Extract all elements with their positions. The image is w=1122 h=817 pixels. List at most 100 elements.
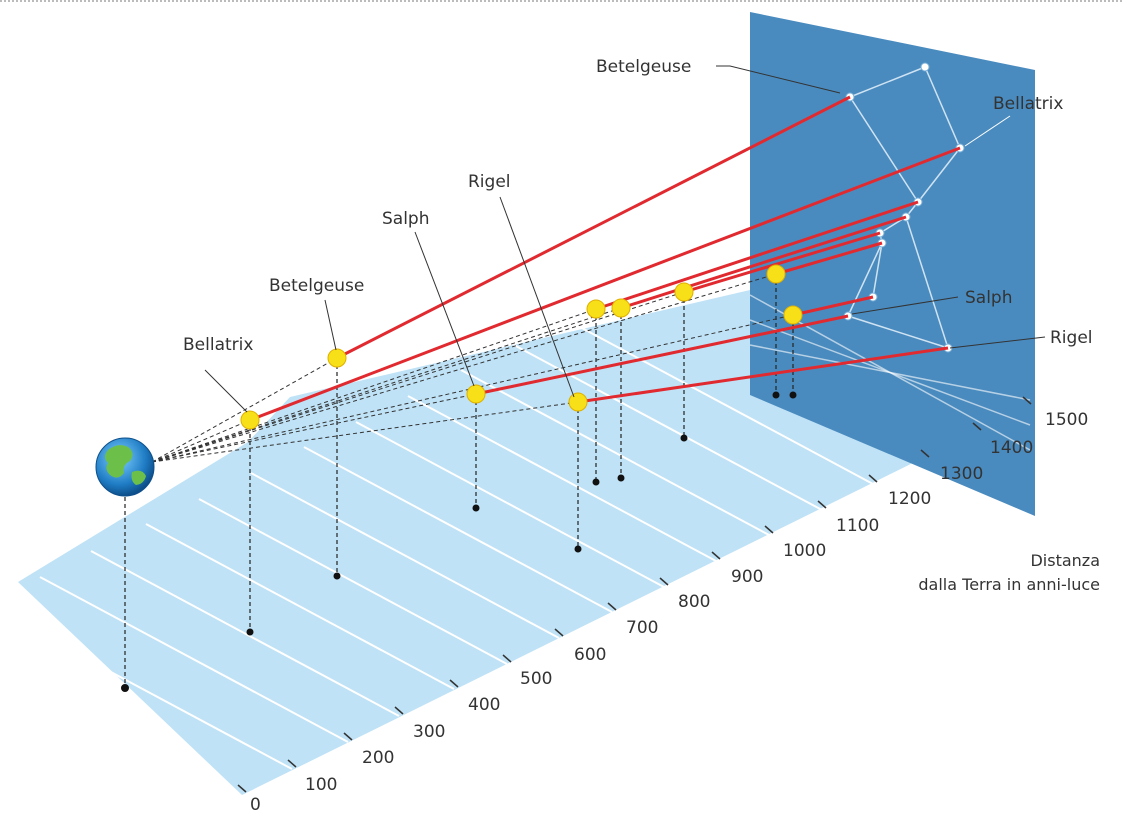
star-marker: [568, 392, 588, 412]
axis-title-line2: dalla Terra in anni-luce: [918, 575, 1100, 594]
betelgeuse-3d-label: Betelgeuse: [269, 276, 364, 296]
floor-distance-line: [564, 318, 874, 485]
tick-mark: [659, 577, 669, 586]
floor-distance-line: [460, 369, 770, 536]
bellatrix-3d-leader: [204, 369, 248, 413]
betelgeuse-proj-label: Betelgeuse: [596, 57, 691, 77]
floor-distance-line: [39, 576, 349, 743]
star-floor-dot: [617, 474, 625, 482]
star-marker: [766, 264, 786, 284]
constellation-line: [905, 216, 949, 349]
tick-label: 800: [678, 592, 710, 612]
earth-to-star-dashed-line: [151, 314, 794, 463]
constellation-sky-panel: [750, 12, 1035, 516]
tick-mark: [394, 706, 404, 715]
tick-label: 500: [520, 669, 552, 689]
star-floor-dot: [472, 504, 480, 512]
tick-mark: [237, 784, 247, 793]
axis-title-line1: Distanza: [1030, 551, 1100, 570]
tick-label: 600: [574, 645, 606, 665]
star-marker: [327, 348, 347, 368]
rigel-proj-label: Rigel: [1050, 328, 1093, 348]
tick-mark: [1022, 396, 1032, 405]
tick-label: 900: [731, 567, 763, 587]
star-sightline: [249, 146, 961, 422]
star-sightline: [475, 314, 849, 396]
star-markers: [240, 264, 803, 430]
tick-label: 1400: [990, 438, 1033, 458]
star-floor-dot: [574, 545, 582, 553]
floor-distance-line: [250, 472, 560, 639]
constellation-line: [847, 315, 949, 349]
star-marker: [674, 282, 694, 302]
tick-mark: [449, 679, 459, 688]
star-sightline: [683, 231, 881, 294]
star-marker: [611, 298, 631, 318]
tick-label: 1300: [940, 464, 983, 484]
tick-label: 700: [626, 618, 658, 638]
salph-proj-label: Salph: [965, 288, 1013, 308]
floor-distance-line: [145, 523, 455, 690]
star-floor-dot: [333, 572, 341, 580]
earth-to-star-dashed-line: [151, 393, 477, 463]
floor-distance-line: [407, 395, 717, 562]
star-sightline: [595, 200, 919, 311]
tick-mark: [764, 525, 774, 534]
earth-to-star-dashed-line: [151, 291, 685, 463]
distance-floor-plane: [18, 290, 1030, 795]
bellatrix-3d-label: Bellatrix: [183, 335, 253, 355]
rigel-3d-label: Rigel: [468, 172, 511, 192]
star-sightline: [620, 215, 907, 310]
star-floor-dot: [246, 628, 254, 636]
dashed-projection-lines: [151, 273, 797, 636]
star-marker: [466, 384, 486, 404]
tick-label: 1100: [836, 516, 879, 536]
tick-mark: [607, 602, 617, 611]
star-floor-dot: [592, 478, 600, 486]
salph-3d-label: Salph: [382, 209, 430, 229]
tick-mark: [920, 449, 930, 458]
tick-mark: [817, 500, 827, 509]
constellation-line: [849, 66, 926, 98]
tick-mark: [711, 551, 721, 560]
bellatrix-proj-leader: [964, 115, 1011, 147]
earth-to-star-dashed-line: [151, 401, 579, 463]
constellation-line: [872, 242, 883, 298]
tick-label: 1200: [888, 489, 931, 509]
star-floor-dot: [772, 391, 780, 399]
floor-distance-line: [303, 446, 613, 613]
floor-distance-line: [0, 611, 293, 770]
star-marker: [240, 410, 260, 430]
star-sightline: [336, 95, 851, 360]
floor-distance-line: [355, 421, 665, 588]
salph-3d-leader: [414, 231, 475, 387]
tick-mark: [972, 422, 982, 431]
tick-label: 200: [362, 748, 394, 768]
distance-tick-marks: [237, 396, 1032, 793]
earth-globe-icon: [95, 437, 155, 497]
star-marker: [586, 299, 606, 319]
betelgeuse-3d-leader: [324, 299, 337, 351]
earth-to-star-dashed-line: [151, 308, 597, 463]
rigel-3d-leader: [499, 196, 575, 398]
star-sightline: [792, 295, 874, 317]
star-floor-dot: [680, 434, 688, 442]
tick-label: 0: [250, 795, 261, 813]
earth-to-star-dashed-line: [151, 273, 777, 463]
red-sightlines: [249, 95, 961, 422]
star-floor-dot: [789, 391, 797, 399]
earth-to-star-dashed-line: [151, 419, 251, 463]
constellation-line: [917, 147, 961, 203]
earth-floor-dot: [121, 684, 129, 692]
floor-distance-line: [90, 550, 400, 717]
constellation-line: [924, 66, 961, 149]
tick-mark: [502, 654, 512, 663]
tick-label: 1000: [783, 541, 826, 561]
constellation-line: [847, 242, 883, 317]
constellation-line: [849, 96, 919, 203]
tick-mark: [343, 732, 353, 741]
projected-star-dot: [920, 62, 930, 72]
salph-proj-leader: [851, 296, 959, 315]
